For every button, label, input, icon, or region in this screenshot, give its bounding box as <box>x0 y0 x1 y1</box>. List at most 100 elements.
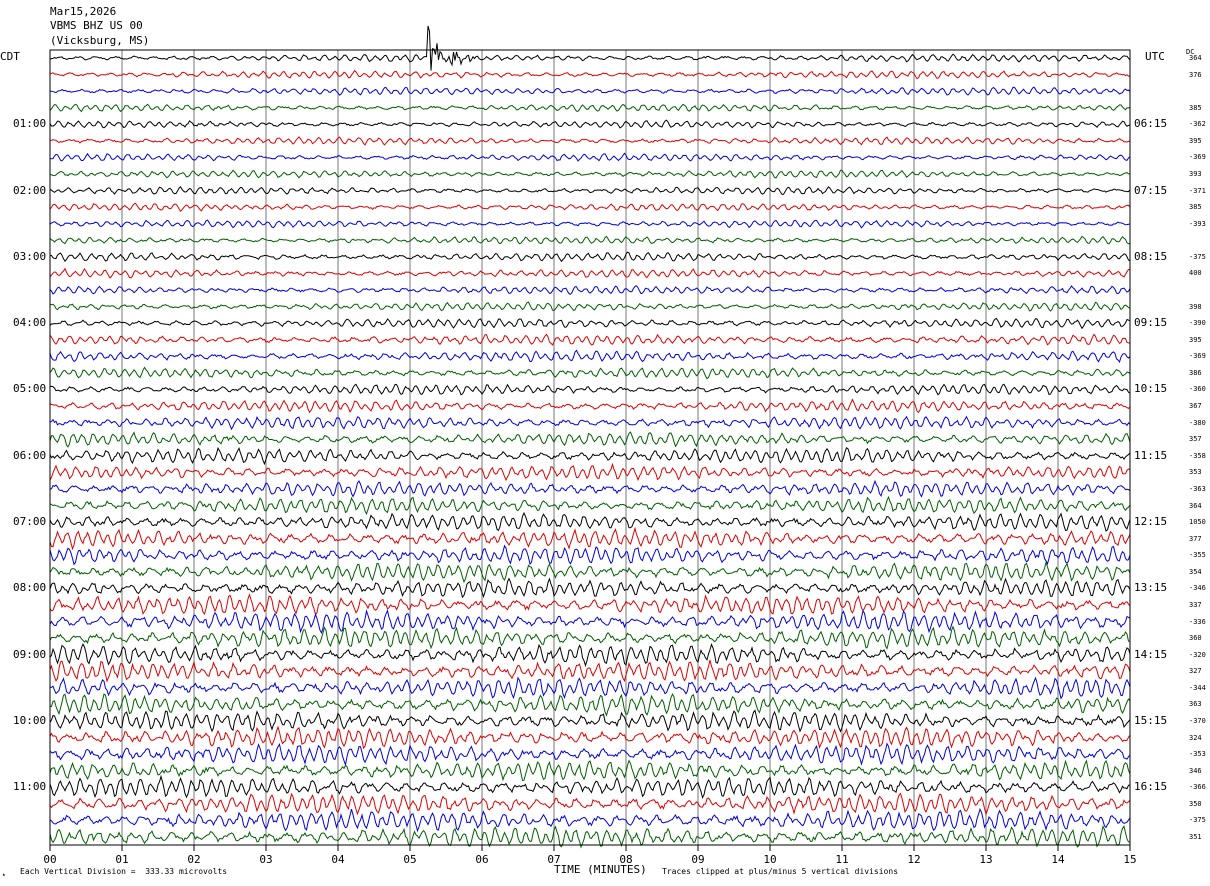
x-tick-label: 14 <box>1051 853 1065 866</box>
cdt-hour-label: 01:00 <box>13 117 47 131</box>
cdt-hour-label: 04:00 <box>13 316 47 330</box>
plot-frame <box>49 49 1131 846</box>
dc-column-label: DC <box>1186 48 1195 56</box>
seismic-trace <box>49 807 1131 833</box>
dc-offset-value: 377 <box>1189 534 1202 543</box>
dc-offset-value: 357 <box>1189 435 1202 444</box>
x-tick-label: 00 <box>43 853 57 866</box>
seismic-trace <box>49 136 1131 146</box>
seismic-trace <box>49 479 1131 498</box>
station-location: (Vicksburg, MS) <box>50 34 150 47</box>
dc-offset-value: -369 <box>1189 153 1206 162</box>
dc-offset-value: -380 <box>1189 418 1206 427</box>
dc-offset-value: 398 <box>1189 302 1202 311</box>
seismic-trace <box>49 317 1131 330</box>
seismic-trace <box>49 625 1131 650</box>
seismic-trace <box>49 462 1131 482</box>
station-code: VBMS BHZ US 00 <box>50 19 143 32</box>
seismic-trace <box>49 643 1131 668</box>
dc-offset-value: -369 <box>1189 352 1206 361</box>
x-tick-label: 15 <box>1123 853 1137 866</box>
seismic-trace <box>49 774 1131 800</box>
seismic-trace <box>49 692 1131 717</box>
utc-hour-label: 15:15 <box>1134 713 1168 727</box>
x-tick-label: 02 <box>187 853 201 866</box>
clipping-note: Traces clipped at plus/minus 5 vertical … <box>662 867 899 876</box>
dc-offset-value: -375 <box>1189 252 1206 261</box>
dc-offset-value: 360 <box>1189 634 1202 643</box>
seismic-trace <box>49 659 1131 683</box>
left-timezone-label: CDT <box>0 50 20 63</box>
dc-offset-value: 364 <box>1189 54 1202 62</box>
dc-offset-value: 337 <box>1189 600 1202 609</box>
seismic-trace <box>49 383 1131 396</box>
seismic-trace <box>49 511 1131 532</box>
cdt-hour-label: 03:00 <box>13 249 47 263</box>
cdt-hour-label: 05:00 <box>13 382 47 396</box>
seismic-trace <box>49 742 1131 767</box>
dc-offset-value: 367 <box>1189 402 1202 411</box>
cdt-hour-label: 07:00 <box>13 515 47 529</box>
dc-offset-value: 364 <box>1189 501 1202 510</box>
seismic-trace <box>49 415 1131 431</box>
x-tick-label: 06 <box>475 853 489 866</box>
seismic-trace <box>49 235 1131 245</box>
utc-hour-label: 10:15 <box>1134 382 1168 396</box>
seismic-trace <box>49 186 1131 195</box>
seismic-trace <box>49 825 1131 849</box>
dc-offset-value: 386 <box>1189 368 1202 377</box>
seismic-trace <box>49 560 1131 584</box>
dc-offset-value: 376 <box>1189 70 1202 79</box>
right-timezone-label: UTC <box>1145 50 1165 63</box>
seismic-trace <box>49 69 1131 80</box>
dc-offset-value: 1050 <box>1189 518 1206 527</box>
dc-offset-value: 393 <box>1189 170 1202 179</box>
seismic-trace <box>49 593 1131 616</box>
dc-offset-value: 351 <box>1189 833 1202 841</box>
x-tick-label: 13 <box>979 853 993 866</box>
utc-hour-label: 06:15 <box>1134 117 1168 131</box>
utc-hour-label: 08:15 <box>1134 249 1168 263</box>
cdt-hour-label: 02:00 <box>13 183 47 197</box>
seismic-trace <box>49 169 1131 179</box>
dc-offset-value: 385 <box>1189 203 1202 212</box>
seismic-trace <box>49 431 1131 448</box>
seismic-trace <box>50 301 1131 312</box>
utc-hour-label: 13:15 <box>1134 581 1168 595</box>
seismic-trace <box>49 544 1131 566</box>
trace-group <box>49 25 1131 849</box>
seismic-trace <box>49 285 1131 295</box>
dc-offset-value: 395 <box>1189 335 1202 344</box>
plot-date: Mar15,2026 <box>50 5 117 18</box>
dc-offset-value: 350 <box>1189 799 1202 808</box>
dc-offset-value: -366 <box>1189 783 1206 792</box>
dc-offset-value: -360 <box>1189 385 1206 394</box>
dc-offset-value: -346 <box>1189 584 1206 593</box>
x-tick-label: 01 <box>115 853 129 866</box>
seismic-trace <box>49 219 1131 229</box>
dc-offset-value: 324 <box>1189 733 1202 742</box>
seismic-trace <box>49 495 1131 516</box>
dc-offset-value: 363 <box>1189 700 1202 709</box>
x-tick-label: 12 <box>907 853 921 866</box>
dc-offset-value: -358 <box>1189 451 1206 460</box>
plot-grid <box>49 50 1131 851</box>
dc-offset-value: -353 <box>1189 750 1206 759</box>
dc-offset-value: 346 <box>1189 766 1202 775</box>
cdt-hour-label: 08:00 <box>13 581 47 595</box>
x-tick-label: 09 <box>691 853 705 866</box>
dc-offset-value: 385 <box>1189 103 1202 112</box>
dc-offset-value: -370 <box>1189 716 1206 725</box>
dc-offset-value: -336 <box>1189 617 1206 626</box>
x-tick-label: 03 <box>259 853 273 866</box>
utc-hour-label: 16:15 <box>1134 780 1168 794</box>
x-tick-label: 08 <box>619 853 633 866</box>
utc-hour-label: 11:15 <box>1134 448 1168 462</box>
dc-offset-value: -390 <box>1189 319 1206 328</box>
seismic-trace <box>49 333 1131 346</box>
seismic-trace <box>49 25 1131 71</box>
dc-offset-value: 395 <box>1189 136 1202 145</box>
seismic-trace <box>49 609 1131 635</box>
x-tick-label: 07 <box>547 853 561 866</box>
